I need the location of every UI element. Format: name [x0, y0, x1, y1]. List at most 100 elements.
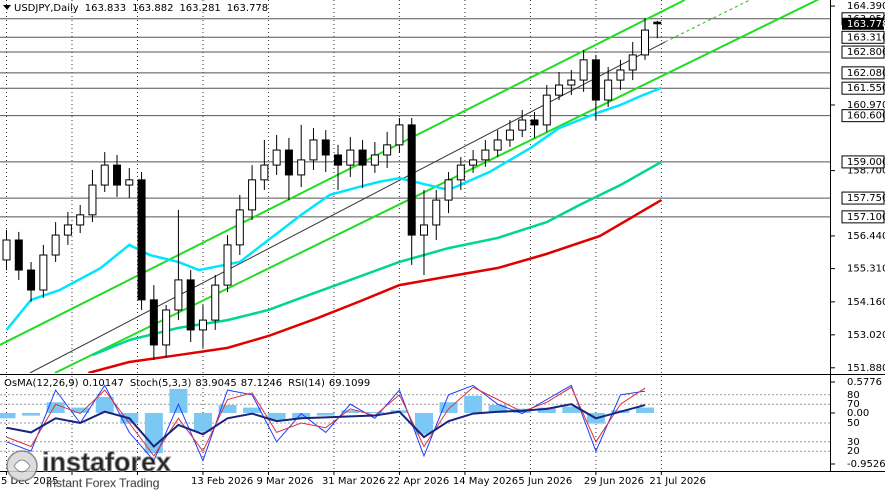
candle-body — [27, 269, 36, 291]
candle-body — [235, 209, 244, 246]
y-tick-label: 155.310 — [847, 264, 885, 275]
menu-triangle — [3, 5, 11, 10]
candle-body — [604, 79, 613, 101]
ohlc-high: 163.882 — [132, 3, 173, 14]
moving-average — [88, 199, 663, 373]
candle-body — [395, 124, 404, 146]
histogram-bar — [218, 404, 237, 413]
candle-body — [113, 164, 122, 186]
y-tick-label: 153.020 — [847, 330, 885, 341]
histogram-bar — [243, 407, 262, 413]
trend-line — [0, 0, 686, 346]
candle-body — [579, 59, 588, 81]
level-label: 157.750 — [847, 193, 885, 204]
histogram-bar — [316, 412, 335, 416]
candle-body — [432, 199, 441, 226]
candle-body — [567, 79, 576, 86]
candle-body — [555, 84, 564, 96]
current-price-label: 163.778 — [847, 19, 885, 30]
histogram-bar — [267, 412, 286, 421]
candle-body — [419, 224, 428, 236]
candle-body — [346, 149, 355, 166]
candle-body — [248, 179, 257, 211]
candle-body — [198, 319, 207, 331]
y2-tick-label: 70 — [847, 399, 860, 410]
histogram-bar — [537, 407, 556, 413]
y-tick-label: 160.970 — [847, 100, 885, 111]
candle-body — [616, 69, 625, 81]
candle-body — [272, 149, 281, 166]
level-label: 162.080 — [847, 68, 885, 79]
candle-body — [358, 149, 367, 166]
x-tick-label: 5 Dec 2025 — [1, 476, 59, 487]
level-label-box — [841, 45, 885, 59]
candle-body — [223, 244, 232, 286]
candle-body — [149, 299, 158, 346]
histogram-bar — [636, 407, 655, 413]
level-label-box — [841, 109, 885, 123]
watermark: instaforex Instant Forex Trading — [6, 447, 172, 490]
trend-line — [664, 0, 751, 43]
chart-header: USDJPY,Daily 163.833 163.882 163.281 163.778 — [14, 3, 268, 14]
current-price-box — [842, 17, 884, 30]
candle-body — [137, 179, 146, 301]
oscillator-header: OsMA(12,26,9) 0.10147 Stoch(5,3,3) 83.9045 8… — [4, 378, 370, 389]
candle-body — [481, 149, 490, 161]
candle-body — [260, 164, 269, 181]
level-label-box — [841, 66, 885, 80]
indicator-name: Stoch(5,3,3) — [130, 378, 192, 389]
x-tick-label: 13 Feb 2026 — [191, 476, 253, 487]
candle-body — [321, 139, 330, 156]
y-tick-label: 156.440 — [847, 231, 885, 242]
histogram-bar — [95, 396, 114, 413]
x-tick-label: 29 Jun 2026 — [584, 476, 644, 487]
candle-body — [39, 254, 48, 291]
indicator-value: 87.1246 — [241, 378, 282, 389]
trend-line — [54, 0, 820, 373]
level-label-box — [841, 191, 885, 205]
level-label: 162.800 — [847, 47, 885, 58]
symbol: USDJPY,Daily — [14, 3, 79, 14]
candle-body — [628, 54, 637, 71]
candle-body — [530, 119, 539, 126]
watermark-brand: instaforex — [42, 447, 171, 477]
level-label: 157.100 — [847, 212, 885, 223]
histogram-bar — [365, 411, 384, 413]
oscillator-line — [6, 403, 646, 448]
candle-body — [186, 279, 195, 331]
candle-body — [2, 239, 11, 261]
y2-tick-label: 20 — [847, 446, 860, 457]
candle-body — [14, 239, 23, 271]
candle-body — [51, 234, 60, 256]
y-tick-label: 0.00 — [847, 408, 869, 419]
histogram-bar — [439, 402, 458, 413]
level-label: 159.000 — [847, 157, 885, 168]
candle-body — [505, 129, 514, 141]
candle-body — [309, 139, 318, 161]
level-label-box — [841, 210, 885, 224]
oscillator-line — [6, 386, 646, 457]
candle-body — [370, 154, 379, 166]
candle-body — [653, 21, 662, 25]
grid — [6, 0, 662, 471]
candle-body — [444, 179, 453, 201]
histogram-bar — [562, 406, 581, 413]
x-tick-label: 14 May 2026 — [453, 476, 518, 487]
histogram-bar — [169, 388, 188, 413]
moving-average — [5, 86, 662, 331]
histogram-bar — [0, 412, 16, 419]
indicator-name: OsMA(12,26,9) — [4, 378, 79, 389]
x-tick-label: 5 Jun 2026 — [518, 476, 572, 487]
histogram-bar — [71, 407, 90, 413]
level-label-box — [841, 30, 885, 44]
candle-body — [162, 309, 171, 346]
level-label-box — [841, 81, 885, 95]
y-tick-label: -0.95265 — [847, 459, 885, 470]
ohlc-open: 163.833 — [85, 3, 126, 14]
candle-body — [284, 149, 293, 176]
candle-body — [88, 184, 97, 216]
x-tick-label: 21 Jul 2026 — [649, 476, 706, 487]
